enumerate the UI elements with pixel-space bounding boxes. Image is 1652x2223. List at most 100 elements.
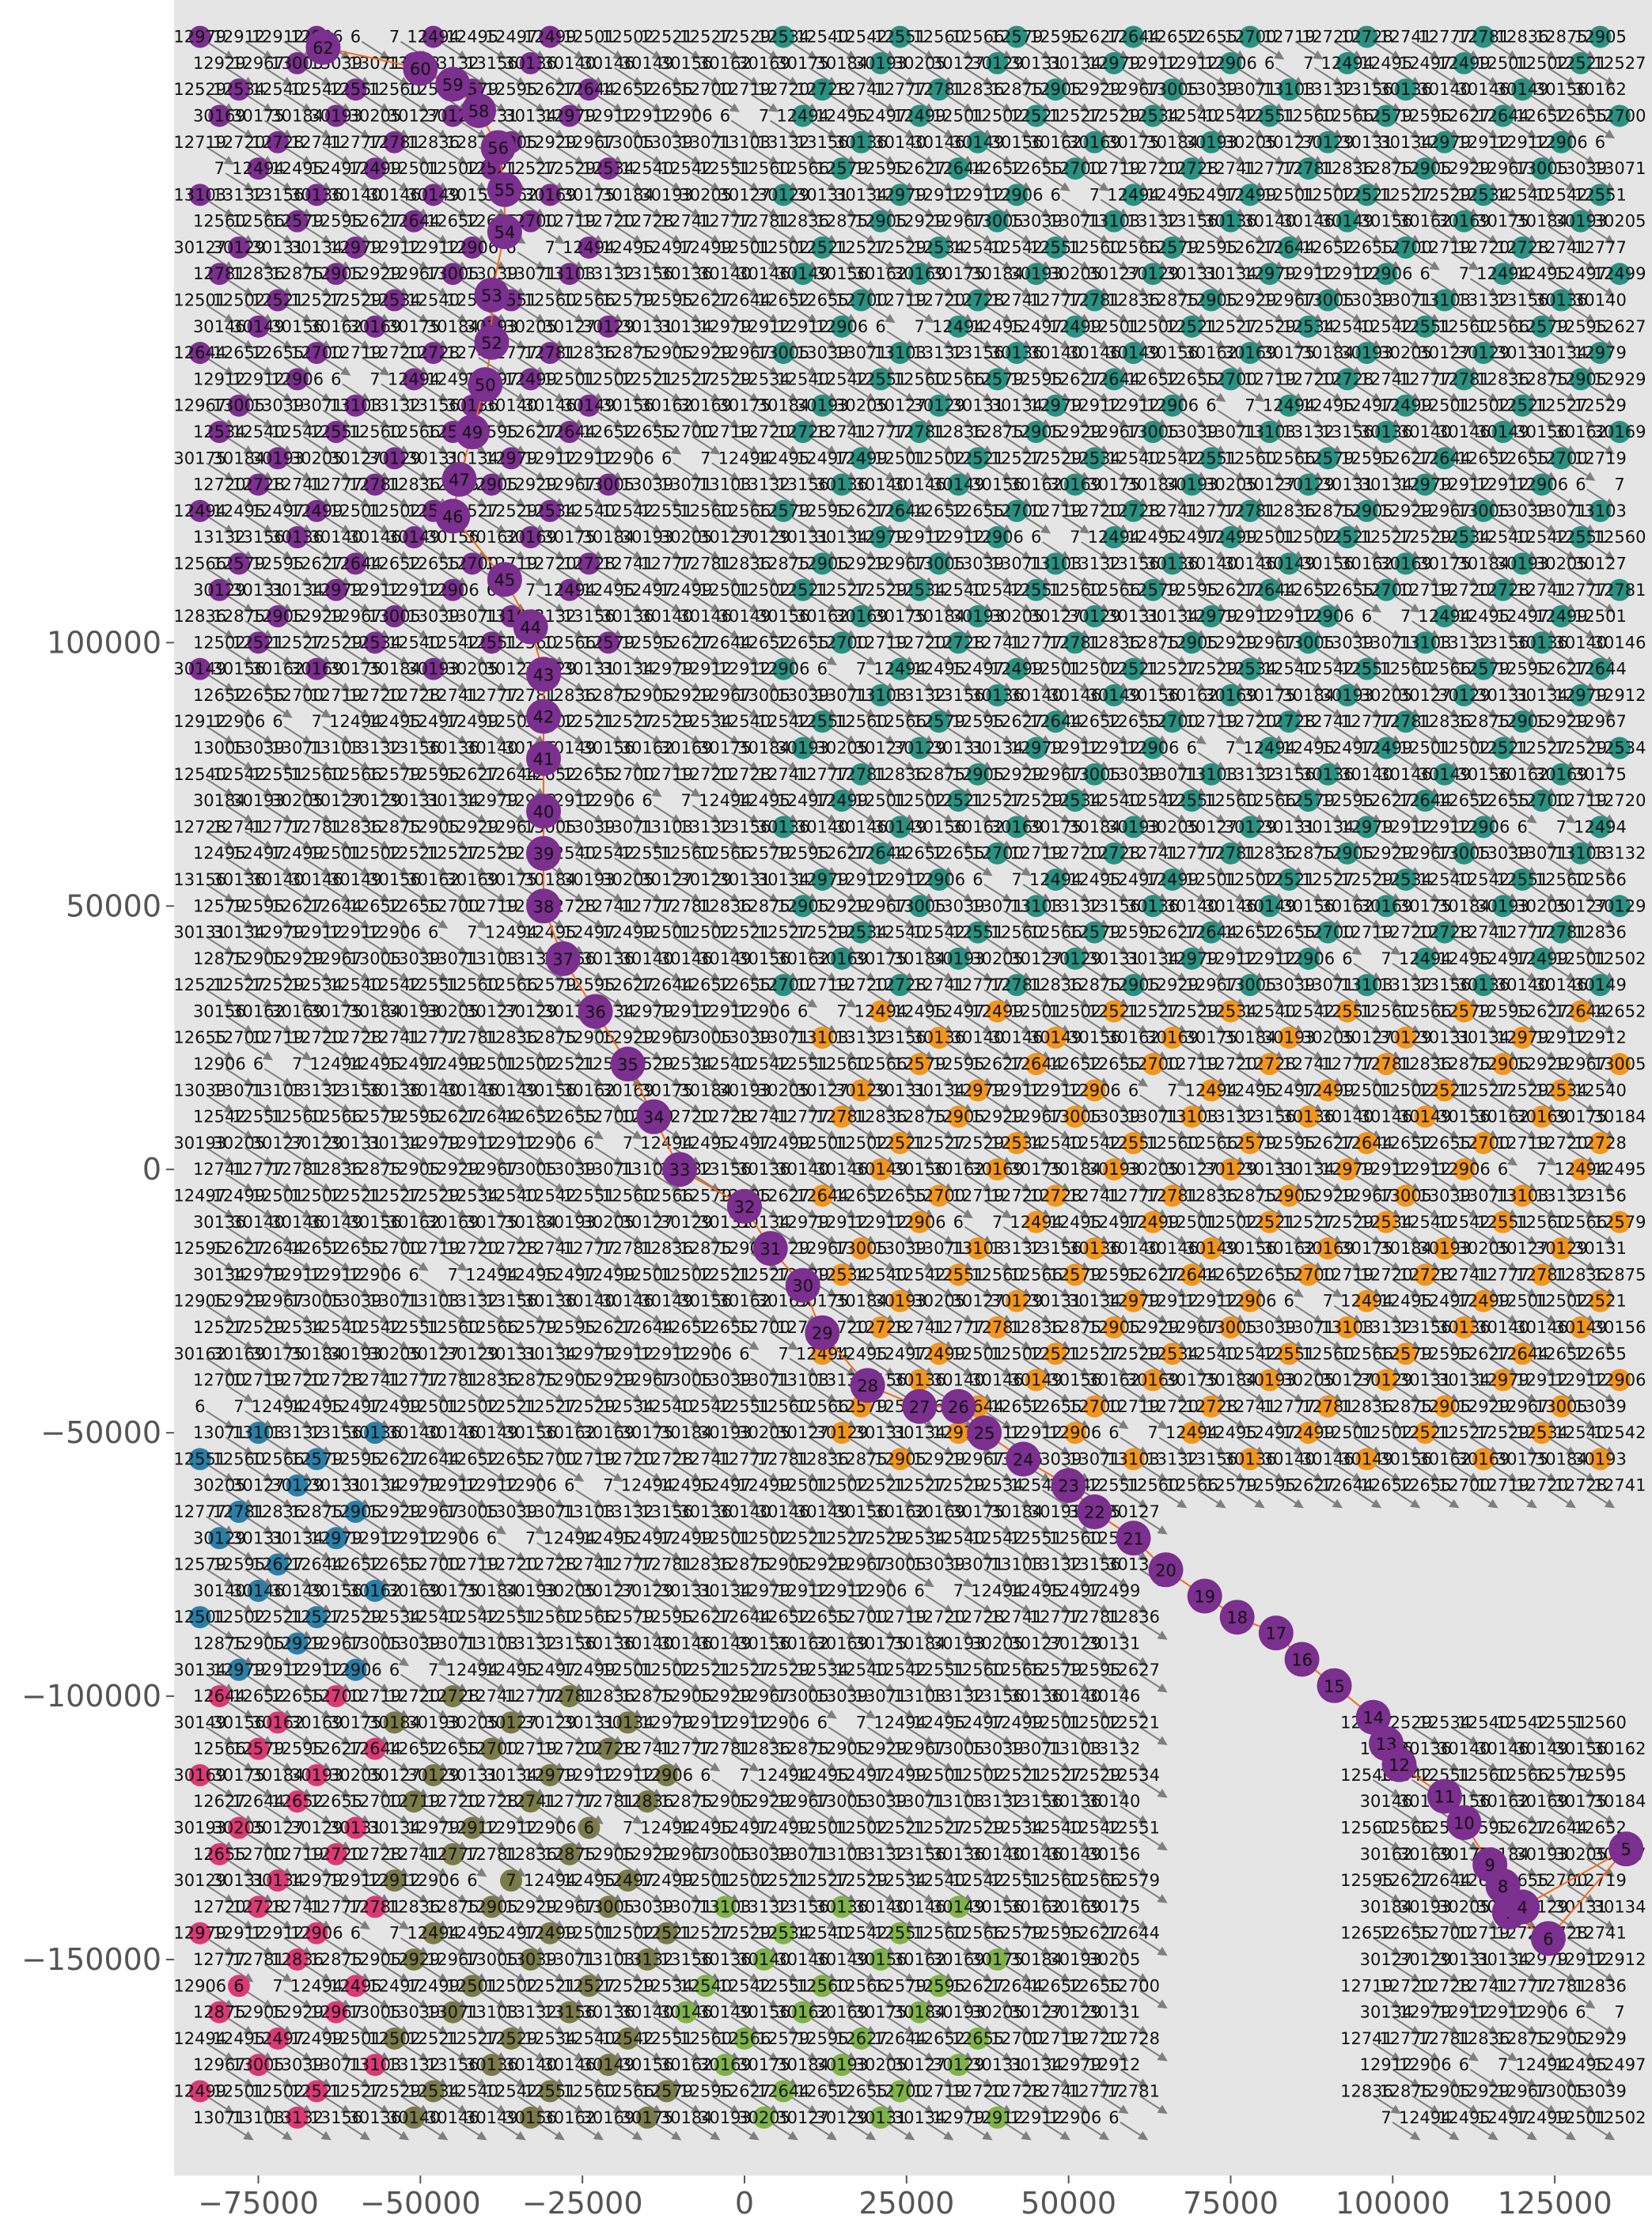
node-label: 12906 <box>660 106 713 125</box>
node-label: 12906 <box>1127 739 1180 758</box>
edge-arrow <box>1081 67 1110 86</box>
node-label: 12905 <box>1574 28 1627 47</box>
node-label: 30129 <box>971 54 1024 73</box>
node-label: 6 <box>1128 1081 1139 1100</box>
node-label: 6 <box>428 923 438 942</box>
node-label: 12728 <box>796 80 849 99</box>
node-label: 12521 <box>640 28 693 47</box>
node-label: 12741 <box>1379 28 1432 47</box>
node-label: 6 <box>817 660 828 679</box>
node-label: 30205 <box>893 54 946 73</box>
edge-arrow <box>925 67 954 86</box>
node-label: 12979 <box>1574 343 1627 362</box>
node-label: 30140 <box>1574 291 1627 310</box>
node-label: 12906 <box>213 712 266 731</box>
edge-arrow <box>1256 40 1285 60</box>
node-label: 7 <box>214 159 225 178</box>
node-label: 7 <box>759 106 769 125</box>
edge-arrow <box>983 40 1013 60</box>
grid-node <box>1589 25 1612 48</box>
edge-arrow <box>886 67 915 86</box>
edge-arrow <box>945 40 973 60</box>
node-label: 12542 <box>1593 1423 1646 1442</box>
edge-arrow <box>400 93 429 112</box>
edge-arrow <box>711 93 741 112</box>
edge-arrow <box>1450 40 1480 60</box>
node-label: 12905 <box>1029 80 1082 99</box>
edge-arrow <box>1528 40 1557 60</box>
node-label: 12495 <box>1360 54 1413 73</box>
node-label: 12906 <box>893 1213 946 1232</box>
node-label: 30131 <box>1574 1239 1627 1258</box>
node-label: 12494 <box>1321 54 1374 73</box>
node-label: 12906 <box>271 369 324 388</box>
node-label: 12494 <box>407 28 460 47</box>
edge-arrow <box>244 93 274 112</box>
edge-arrow <box>809 67 837 86</box>
node-label: 7 <box>1245 396 1255 415</box>
edge-arrow <box>1314 67 1343 86</box>
grid-node <box>986 51 1009 74</box>
grid-node <box>1006 25 1029 48</box>
node-label: 12497 <box>485 28 538 47</box>
node-label: 12534 <box>1593 739 1646 758</box>
node-label: 12906 <box>815 317 868 336</box>
edge-arrow <box>1061 40 1090 60</box>
edge-arrow <box>1178 40 1207 60</box>
node-label: 7 <box>1459 264 1469 283</box>
grid-node <box>286 51 309 74</box>
node-label: 6 <box>720 106 730 125</box>
node-label: 7 <box>233 1397 244 1416</box>
grid-node <box>519 51 542 74</box>
edge-arrow <box>1567 40 1596 60</box>
node-label: 12719 <box>718 80 771 99</box>
edge-arrow <box>633 93 662 112</box>
node-label: 12929 <box>1593 369 1646 388</box>
node-label: 12906 <box>1224 1292 1277 1311</box>
node-label: 7 <box>467 923 477 942</box>
node-label: 6 <box>1284 1292 1294 1311</box>
node-label: 13156 <box>465 54 518 73</box>
node-label: 12906 <box>582 791 635 810</box>
node-label: 12502 <box>1593 949 1646 968</box>
node-label: 6 <box>350 28 361 47</box>
node-label: 7 <box>292 1055 302 1074</box>
node-label: 6 <box>1031 528 1041 547</box>
node-label: 12906 <box>1282 949 1335 968</box>
node-label: 12929 <box>193 54 246 73</box>
grid-node <box>1219 51 1242 74</box>
node-label: 7 <box>778 1344 788 1363</box>
edge-arrow <box>206 40 234 60</box>
node-label: 12566 <box>952 28 1005 47</box>
edge-arrow <box>750 40 779 60</box>
edge-arrow <box>361 93 390 112</box>
node-label: 12655 <box>1574 1344 1627 1363</box>
edge-arrow <box>555 40 585 60</box>
node-label: 30193 <box>1574 1449 1627 1468</box>
node-label: 12579 <box>991 28 1044 47</box>
edge-arrow <box>1548 67 1576 86</box>
node-label: 6 <box>1206 396 1216 415</box>
node-label: 12906 <box>1146 396 1199 415</box>
node-label: 12906 <box>349 1265 402 1284</box>
node-label: 7 <box>525 581 536 600</box>
node-label: 30193 <box>854 54 907 73</box>
node-label: 6 <box>1362 607 1372 626</box>
grid-node <box>227 78 250 101</box>
node-label: 7 <box>700 449 710 468</box>
node-label: 7 <box>428 1661 438 1680</box>
edge-arrow <box>691 67 721 86</box>
node-label: 7 <box>1147 1423 1158 1442</box>
node-label: 12529 <box>1574 396 1627 415</box>
edge-arrow <box>244 40 274 60</box>
edge-arrow <box>1139 93 1168 112</box>
edge-arrow <box>1372 40 1401 60</box>
node-label: 6 <box>915 1581 925 1600</box>
edge-arrow <box>1061 93 1090 112</box>
node-label: 7 <box>525 1528 536 1547</box>
edge-arrow <box>575 67 604 86</box>
edge-arrow <box>964 67 993 86</box>
node-label: 6 <box>739 1344 749 1363</box>
edge-arrow <box>789 93 818 112</box>
